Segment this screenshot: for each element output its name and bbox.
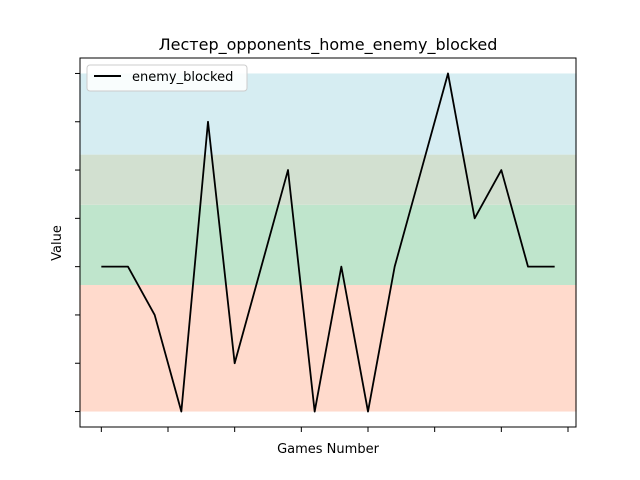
legend: enemy_blocked bbox=[86, 64, 248, 92]
x-axis-ticks bbox=[100, 427, 569, 432]
band-0 bbox=[79, 285, 577, 412]
y-axis-label: Value bbox=[50, 225, 65, 261]
legend-box bbox=[86, 64, 248, 92]
background-bands bbox=[79, 73, 577, 412]
y-axis-ticks bbox=[75, 72, 80, 413]
plot-frame bbox=[79, 57, 577, 428]
legend-label-enemy-blocked: enemy_blocked bbox=[132, 70, 233, 85]
band-1 bbox=[79, 204, 577, 286]
series-line-enemy-blocked bbox=[101, 72, 555, 413]
chart-title: Лестер_opponents_home_enemy_blocked bbox=[159, 35, 498, 55]
band-2 bbox=[79, 154, 577, 205]
x-axis-label: Games Number bbox=[277, 442, 379, 457]
series-layer bbox=[101, 72, 555, 413]
